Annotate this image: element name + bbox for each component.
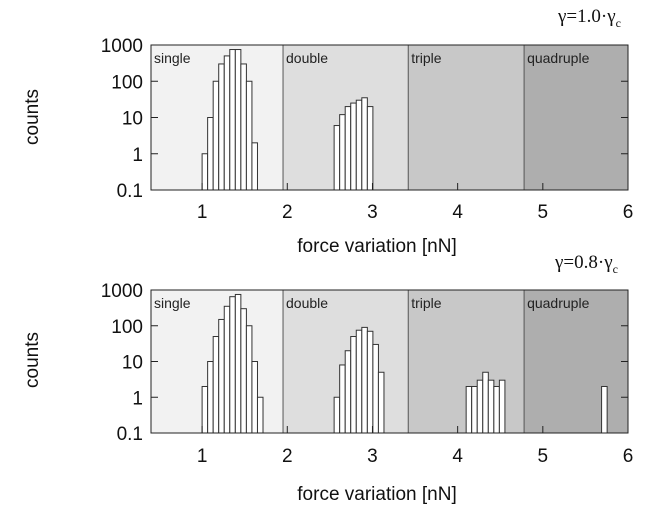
bottom-histogram-bar (601, 385, 608, 434)
bottom-histogram-bar (493, 385, 500, 434)
top-x-tick-label: 6 (623, 202, 634, 223)
bottom-x-tick-label: 4 (452, 446, 463, 467)
bottom-y-tick-label: 1 (132, 388, 143, 409)
top-histogram-bar (251, 142, 258, 191)
bottom-region-label-quadruple: quadruple (527, 295, 589, 311)
bottom-histogram-bar (234, 293, 242, 434)
bottom-x-axis-label: force variation [nN] (297, 484, 456, 505)
bottom-histogram-bar (377, 371, 385, 434)
top-histogram-bars (201, 49, 374, 191)
bottom-x-tick-label: 1 (197, 446, 208, 467)
top-histogram-bar (240, 63, 247, 191)
top-y-tick-label: 10 (122, 109, 143, 130)
bottom-histogram-bar (212, 336, 220, 434)
bottom-x-ticks: 1 2 3 4 5 6 (197, 426, 633, 467)
top-histogram-bar (339, 114, 346, 191)
bottom-gamma-text: γ=0.8·γ (554, 252, 613, 273)
bottom-region-labels: single double triple quadruple (154, 295, 590, 311)
bottom-histogram-bar (245, 325, 253, 434)
bottom-histogram-bar (207, 361, 214, 434)
top-region-quadruple (524, 45, 628, 190)
bottom-histogram-bar (223, 305, 231, 434)
top-histogram-bar (333, 125, 341, 191)
top-x-axis-label: force variation [nN] (297, 236, 456, 257)
top-x-tick-label: 2 (282, 202, 293, 223)
bottom-y-tick-label: 0.1 (117, 424, 143, 445)
bottom-histogram-bar (361, 326, 368, 434)
top-histogram-bar (201, 153, 209, 191)
bottom-histogram-bar (229, 296, 236, 434)
bottom-histogram-bar (333, 396, 341, 434)
bottom-y-tick-label: 1000 (101, 281, 143, 302)
top-histogram-bar (344, 106, 352, 191)
bottom-histogram-bar (372, 343, 379, 434)
top-histogram-bar (366, 106, 374, 191)
top-region-label-double: double (286, 50, 328, 66)
top-histogram-bar (218, 63, 225, 191)
bottom-region-label-triple: triple (411, 295, 442, 311)
top-x-ticks: 1 2 3 4 5 6 (197, 183, 633, 223)
top-y-tick-label: 1000 (101, 36, 143, 57)
bottom-histogram-bar (487, 379, 495, 434)
top-y-tick-label: 0.1 (117, 181, 143, 202)
bottom-x-tick-label: 6 (623, 446, 634, 467)
top-region-labels: single double triple quadruple (154, 50, 590, 66)
bottom-histogram-bar (201, 385, 209, 434)
top-y-tick-label: 1 (132, 145, 143, 166)
bottom-histogram-bar (240, 308, 247, 434)
bottom-histogram-bar (256, 396, 264, 434)
bottom-histogram-bar (350, 336, 357, 434)
top-x-tick-label: 1 (197, 202, 208, 223)
top-histogram-bar (212, 80, 220, 191)
bottom-x-tick-label: 3 (367, 446, 378, 467)
top-x-tick-label: 3 (367, 202, 378, 223)
bottom-histogram-bar (498, 379, 506, 434)
top-x-tick-label: 5 (538, 202, 549, 223)
bottom-y-tick-label: 100 (111, 317, 143, 338)
top-gamma-subscript: c (616, 16, 621, 30)
top-histogram-bar (207, 117, 214, 191)
bottom-histogram-bar (465, 385, 473, 434)
bottom-region-label-double: double (286, 295, 328, 311)
top-histogram-panel: single double triple quadruple 0.1 1 10 100 100… (22, 6, 633, 257)
bottom-y-axis-label: counts (22, 332, 43, 388)
bottom-histogram-bar (366, 330, 374, 434)
top-histogram-bar (361, 97, 368, 191)
bottom-x-tick-label: 2 (282, 446, 293, 467)
bottom-histogram-bar (471, 385, 478, 434)
bottom-y-tick-label: 10 (122, 353, 143, 374)
bottom-y-ticks: 0.1 1 10 100 1000 (101, 281, 628, 445)
top-region-label-triple: triple (411, 50, 442, 66)
bottom-x-tick-label: 5 (538, 446, 549, 467)
bottom-histogram-bar (355, 329, 363, 434)
bottom-region-label-single: single (154, 295, 191, 311)
bottom-gamma-subscript: c (613, 262, 618, 276)
top-y-tick-label: 100 (111, 72, 143, 93)
top-histogram-bar (245, 80, 253, 191)
bottom-histogram-bar (339, 364, 346, 434)
bottom-histogram-bar (251, 361, 258, 434)
top-gamma-text: γ=1.0·γ (557, 6, 616, 27)
top-region-triple (408, 45, 525, 190)
bottom-histogram-panel: single double triple quadruple 0.1 1 10 100 100… (22, 252, 633, 505)
top-gamma-annotation: γ=1.0·γc (557, 6, 621, 30)
top-histogram-bar (350, 102, 357, 191)
top-y-axis-label: counts (22, 89, 43, 145)
top-region-label-single: single (154, 50, 191, 66)
top-x-tick-label: 4 (452, 202, 463, 223)
top-histogram-bar (355, 99, 363, 191)
bottom-histogram-bar (476, 379, 484, 434)
top-region-label-quadruple: quadruple (527, 50, 589, 66)
top-histogram-bar (234, 49, 242, 191)
bottom-region-quadruple (524, 290, 628, 433)
top-histogram-bar (223, 55, 231, 191)
bottom-histogram-bar (218, 318, 225, 434)
top-y-ticks: 0.1 1 10 100 1000 (101, 36, 628, 202)
bottom-histogram-bar (482, 371, 489, 434)
bottom-histogram-bar (344, 350, 352, 434)
bottom-gamma-annotation: γ=0.8·γc (554, 252, 618, 276)
top-histogram-bar (229, 49, 236, 191)
